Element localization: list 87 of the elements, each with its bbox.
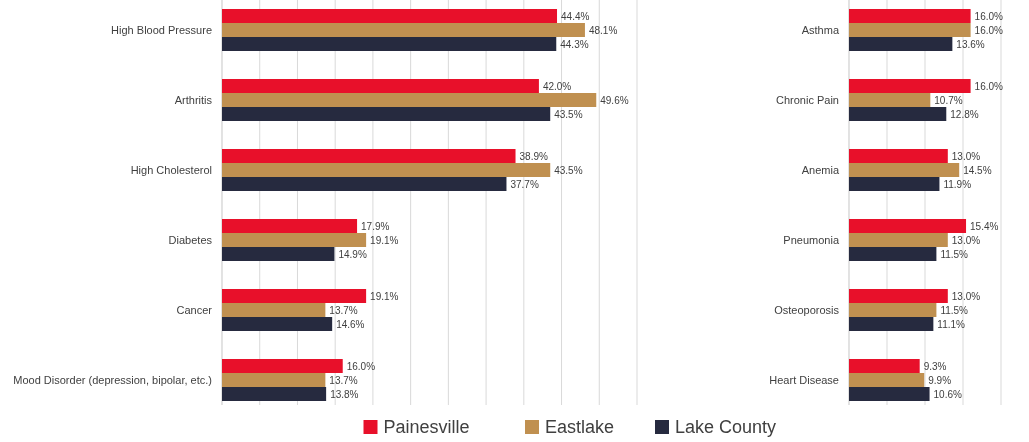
y-tick-label: Pneumonia [783, 234, 840, 246]
data-label: 16.0% [346, 360, 376, 372]
data-label: 19.1% [370, 290, 399, 302]
bar [222, 9, 558, 23]
data-label: 44.3% [560, 38, 589, 50]
bar [222, 317, 333, 331]
data-label: 11.5% [940, 248, 969, 260]
data-label: 13.0% [951, 234, 981, 246]
bar [222, 37, 557, 51]
data-label: 13.7% [329, 304, 358, 316]
data-label: 11.9% [943, 178, 972, 190]
data-label: 44.4% [561, 10, 590, 22]
bar [222, 177, 507, 191]
y-tick-label: Asthma [801, 24, 840, 36]
bar [849, 177, 940, 191]
y-tick-label: Arthritis [174, 94, 213, 106]
y-tick-label: Anemia [801, 164, 840, 176]
data-label: 9.3% [923, 360, 947, 372]
data-label: 12.8% [950, 108, 979, 120]
y-tick-label: Osteoporosis [774, 304, 840, 316]
bar [222, 107, 551, 121]
bar [222, 23, 585, 37]
bar [849, 303, 937, 317]
data-label: 11.1% [937, 318, 966, 330]
data-label: 13.8% [330, 388, 359, 400]
data-label: 10.6% [933, 388, 963, 400]
data-label: 13.7% [329, 374, 358, 386]
bar [849, 317, 934, 331]
bar [849, 359, 920, 373]
data-label: 13.0% [951, 290, 981, 302]
bar [849, 9, 971, 23]
data-label: 16.0% [974, 10, 1004, 22]
y-tick-label: High Cholesterol [130, 164, 212, 176]
bar [222, 93, 597, 107]
data-label: 11.5% [940, 304, 969, 316]
bar [849, 289, 948, 303]
data-label: 19.1% [370, 234, 399, 246]
data-label: 13.6% [956, 38, 985, 50]
bar [849, 149, 948, 163]
bar [849, 387, 930, 401]
bar [222, 79, 539, 93]
y-tick-label: Cancer [176, 304, 213, 316]
data-label: 48.1% [588, 24, 618, 36]
data-label: 42.0% [542, 80, 572, 92]
data-label: 15.4% [970, 220, 999, 232]
data-label: 38.9% [519, 150, 548, 162]
y-tick-label: Diabetes [168, 234, 213, 246]
y-tick-label: Mood Disorder (depression, bipolar, etc.) [13, 374, 212, 386]
bar [222, 359, 343, 373]
legend-label: Painesville [383, 417, 470, 437]
bar [849, 247, 937, 261]
data-label: 16.0% [974, 24, 1004, 36]
bar [222, 387, 327, 401]
bar [849, 219, 967, 233]
bar [849, 163, 960, 177]
data-label: 14.6% [336, 318, 365, 330]
data-label: 13.0% [951, 150, 981, 162]
y-tick-label: Chronic Pain [776, 94, 839, 106]
bar [222, 247, 335, 261]
data-label: 14.5% [963, 164, 992, 176]
bar [849, 233, 948, 247]
y-tick-label: Heart Disease [769, 374, 839, 386]
bar [849, 373, 925, 387]
legend-label: Lake County [675, 417, 777, 437]
bar [222, 149, 516, 163]
data-label: 49.6% [600, 94, 629, 106]
bar [222, 303, 326, 317]
bar [222, 163, 551, 177]
bar [849, 79, 971, 93]
bar [849, 23, 971, 37]
data-label: 9.9% [928, 374, 952, 386]
data-label: 37.7% [510, 178, 539, 190]
bar [222, 289, 367, 303]
bar [222, 373, 326, 387]
legend-label: Eastlake [545, 417, 615, 437]
bar [849, 93, 931, 107]
data-label: 16.0% [974, 80, 1004, 92]
bar [849, 107, 947, 121]
bar [849, 37, 953, 51]
bar [222, 219, 358, 233]
data-label: 10.7% [934, 94, 963, 106]
data-label: 17.9% [361, 220, 390, 232]
data-label: 43.5% [554, 164, 583, 176]
bar [222, 233, 367, 247]
data-label: 43.5% [554, 108, 583, 120]
data-label: 14.9% [338, 248, 367, 260]
y-tick-label: High Blood Pressure [111, 24, 212, 36]
